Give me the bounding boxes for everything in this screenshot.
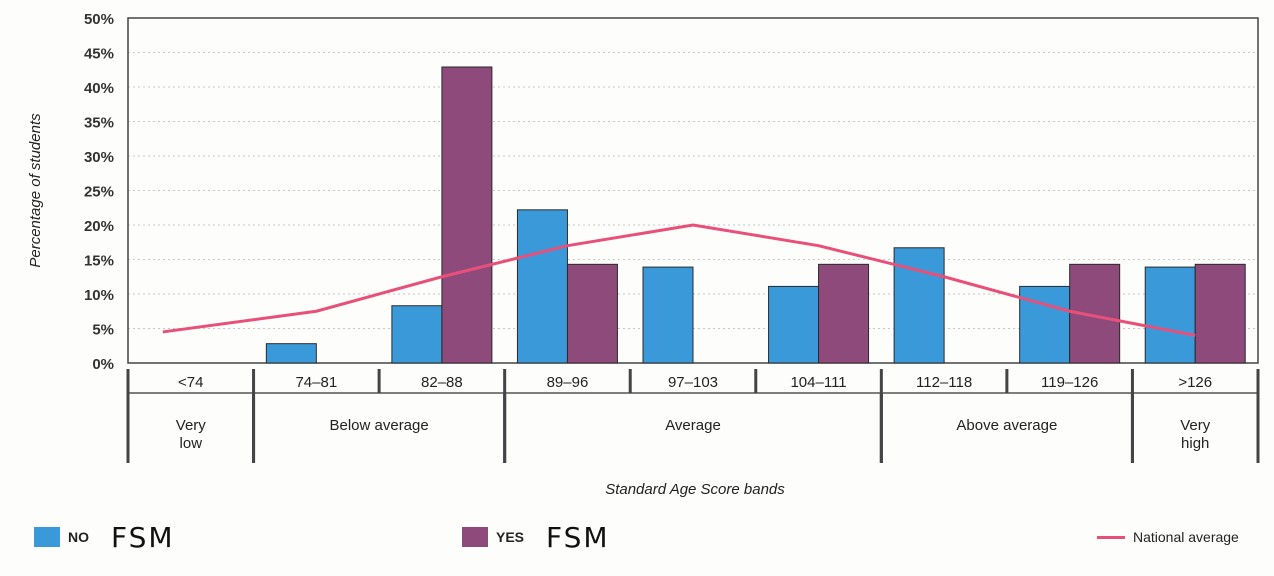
group-label: Very <box>176 417 207 434</box>
y-tick-label: 30% <box>84 149 114 166</box>
bar-no <box>1019 285 1071 364</box>
legend-yes-handwritten-note: FSM <box>546 520 610 554</box>
category-label: 104–111 <box>790 374 846 391</box>
bar-no <box>768 285 820 364</box>
y-tick-label: 40% <box>84 80 114 97</box>
category-label: 89–96 <box>547 374 589 391</box>
y-tick-label: 45% <box>84 46 114 63</box>
bars <box>265 66 1246 364</box>
bar-no <box>1144 266 1196 364</box>
bar-no <box>642 266 694 364</box>
legend-line-label: National average <box>1133 529 1239 545</box>
legend-no-handwritten-note: FSM <box>111 520 175 554</box>
group-label: high <box>1181 435 1209 452</box>
group-label: low <box>180 435 203 452</box>
y-tick-label: 10% <box>84 287 114 304</box>
group-label: Above average <box>956 417 1057 434</box>
y-axis-ticks: 0% 5% 10% 15% 20% 25% 30% 35% 40% 45% 50% <box>84 11 114 373</box>
group-label: Average <box>665 417 721 434</box>
category-label: 97–103 <box>668 374 718 391</box>
y-tick-label: 20% <box>84 218 114 235</box>
bar-no <box>893 247 945 364</box>
y-tick-label: 25% <box>84 184 114 201</box>
category-label: <74 <box>178 374 203 391</box>
category-label: 82–88 <box>421 374 463 391</box>
category-label: 119–126 <box>1041 374 1098 391</box>
y-tick-label: 35% <box>84 115 114 132</box>
legend-yes: YES FSM <box>462 520 610 554</box>
legend-no-swatch <box>34 527 60 547</box>
legend-yes-swatch <box>462 527 488 547</box>
bar-yes <box>1194 263 1246 364</box>
legend-line-swatch <box>1097 535 1125 539</box>
x-axis-title: Standard Age Score bands <box>605 481 785 498</box>
y-axis-title: Percentage of students <box>27 113 44 268</box>
category-label: 74–81 <box>295 374 337 391</box>
bar-yes <box>566 263 618 364</box>
national-average-line <box>162 223 1196 337</box>
x-axis: <74 74–81 82–88 89–96 97–103 104–111 112–118 11… <box>126 369 1260 463</box>
bar-yes <box>818 263 870 364</box>
bar-yes <box>441 66 493 364</box>
group-label: Very <box>1180 417 1211 434</box>
legend-no: NO FSM <box>34 520 175 554</box>
bar-no <box>391 305 443 364</box>
bar-no <box>516 209 568 364</box>
bar-chart: 0% 5% 10% 15% 20% 25% 30% 35% 40% 45% 50% Percenta… <box>27 11 1260 498</box>
group-label: Below average <box>329 417 428 434</box>
y-tick-label: 5% <box>92 322 114 339</box>
y-tick-label: 15% <box>84 253 114 270</box>
y-tick-label: 50% <box>84 11 114 28</box>
legend-no-label: NO <box>68 529 89 545</box>
bar-no <box>265 343 317 364</box>
legend-yes-label: YES <box>496 529 525 545</box>
category-label: 112–118 <box>916 374 972 391</box>
y-tick-label: 0% <box>92 356 114 373</box>
legend-national-average: National average <box>1097 522 1239 552</box>
category-label: >126 <box>1178 374 1212 391</box>
